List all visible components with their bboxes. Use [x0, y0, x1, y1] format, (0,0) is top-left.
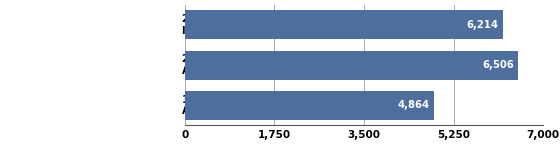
- Bar: [185, 50, 518, 80]
- Text: 6,506: 6,506: [482, 60, 514, 70]
- Bar: [185, 91, 434, 120]
- Bar: [185, 10, 503, 39]
- Text: 6,214: 6,214: [467, 20, 499, 30]
- Text: 4,864: 4,864: [398, 100, 430, 110]
